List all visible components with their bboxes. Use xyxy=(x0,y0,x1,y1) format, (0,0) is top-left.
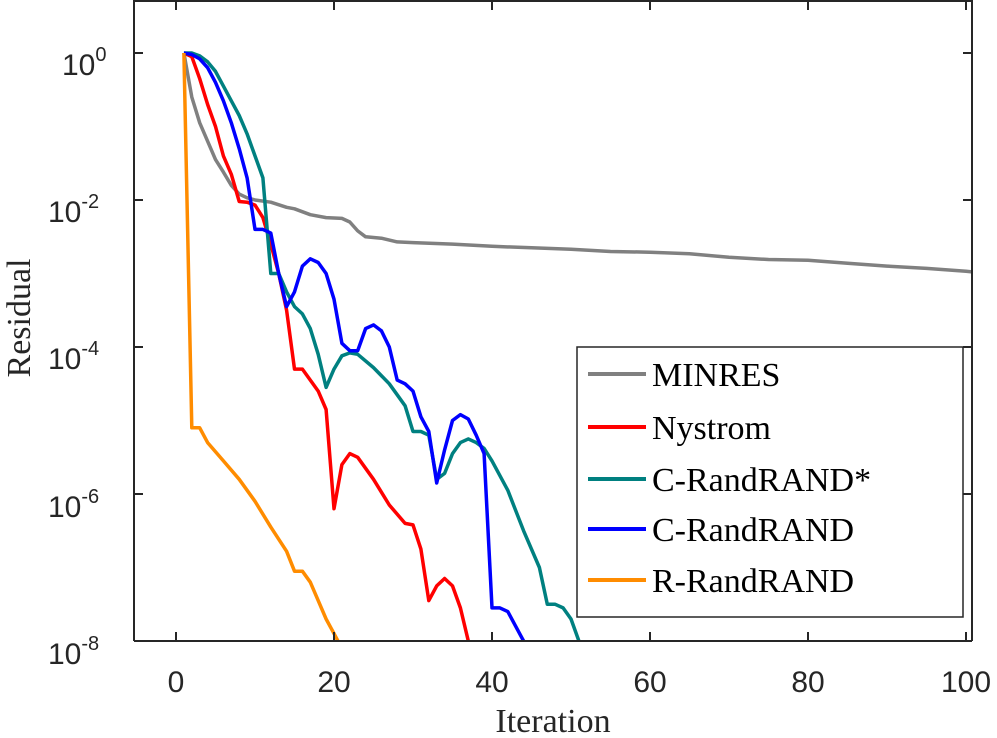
x-tick-labels: 0 20 40 60 80 100 xyxy=(168,666,991,699)
y-tick-base: 10 xyxy=(48,491,81,524)
y-tick-base: 10 xyxy=(48,343,81,376)
legend-entry-c-randrand: C-RandRAND xyxy=(588,512,854,549)
y-tick-label: 10-4 xyxy=(48,338,99,376)
y-axis-title: Residual xyxy=(1,259,38,378)
y-tick-exponent: -4 xyxy=(81,338,99,360)
x-axis-title: Iteration xyxy=(495,703,610,738)
y-tick-label: 10-8 xyxy=(48,633,99,671)
legend-box xyxy=(576,346,964,618)
y-tick-base: 10 xyxy=(62,49,95,82)
series-line-nystrom xyxy=(183,51,471,641)
y-tick-labels: 100 10-2 10-4 10-6 10-8 xyxy=(48,44,107,671)
y-tick-label: 10-2 xyxy=(48,191,99,229)
series-line-minres xyxy=(182,52,972,274)
legend-label-nystrom: Nystrom xyxy=(652,410,771,447)
series-layer xyxy=(182,51,972,641)
y-tick-label: 10-6 xyxy=(48,486,99,524)
tick-layer xyxy=(134,1,972,642)
y-tick-base: 10 xyxy=(48,196,81,229)
legend-label-minres: MINRES xyxy=(652,357,780,394)
x-tick-label: 0 xyxy=(168,666,185,699)
legend-entry-r-randrand: R-RandRAND xyxy=(588,563,854,600)
series-line-c-randrand-star xyxy=(183,51,581,641)
legend-label-r-randrand: R-RandRAND xyxy=(652,563,854,600)
x-tick-label: 60 xyxy=(633,666,666,699)
legend-label-c-randrand: C-RandRAND xyxy=(652,512,854,549)
legend-entry-nystrom: Nystrom xyxy=(588,410,771,447)
legend: MINRES Nystrom C-RandRAND* C-RandRAND R-… xyxy=(576,346,964,618)
axes-frame xyxy=(133,0,973,642)
legend-entry-minres: MINRES xyxy=(588,357,780,394)
x-tick-label: 40 xyxy=(475,666,508,699)
legend-label-c-randrand-star: C-RandRAND* xyxy=(652,462,871,499)
y-tick-exponent: -6 xyxy=(81,486,99,508)
y-tick-label: 100 xyxy=(62,44,107,82)
y-tick-exponent: 0 xyxy=(95,44,106,66)
y-tick-exponent: -2 xyxy=(81,191,99,213)
y-tick-exponent: -8 xyxy=(81,633,99,655)
series-line-c-randrand xyxy=(183,51,526,641)
y-tick-base: 10 xyxy=(48,638,81,671)
x-tick-label: 80 xyxy=(791,666,824,699)
x-tick-label: 20 xyxy=(317,666,350,699)
series-line-r-randrand xyxy=(182,52,340,641)
legend-entry-c-randrand-star: C-RandRAND* xyxy=(588,462,871,499)
x-tick-label: 100 xyxy=(941,666,991,699)
